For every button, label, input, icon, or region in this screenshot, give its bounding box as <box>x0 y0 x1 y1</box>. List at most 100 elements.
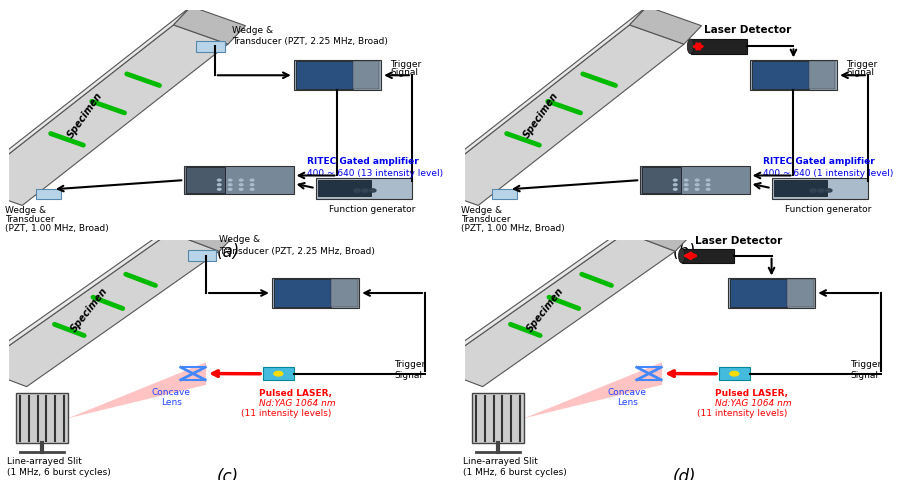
Circle shape <box>705 188 709 190</box>
Text: Signal: Signal <box>394 371 422 380</box>
Circle shape <box>672 179 676 181</box>
Circle shape <box>273 372 282 376</box>
Text: Concave: Concave <box>151 388 190 397</box>
Text: Trigger: Trigger <box>849 360 881 369</box>
Text: (11 intensity levels): (11 intensity levels) <box>241 409 331 418</box>
Bar <box>196 41 224 52</box>
Text: Wedge &: Wedge & <box>219 236 260 244</box>
Circle shape <box>817 189 824 192</box>
Text: Function generator: Function generator <box>328 205 415 215</box>
Bar <box>771 178 867 199</box>
Text: RITEC Gated amplifier: RITEC Gated amplifier <box>762 157 874 166</box>
Polygon shape <box>629 6 701 44</box>
Text: Specimen: Specimen <box>521 90 559 140</box>
Text: Trigger: Trigger <box>845 60 876 70</box>
Polygon shape <box>524 362 661 418</box>
Circle shape <box>729 372 738 376</box>
Bar <box>727 278 814 308</box>
Polygon shape <box>169 217 234 252</box>
Text: (b): (b) <box>671 242 695 261</box>
Text: (1 MHz, 6 burst cycles): (1 MHz, 6 burst cycles) <box>7 468 110 477</box>
Bar <box>315 178 412 199</box>
Text: Nd:YAG 1064 nm: Nd:YAG 1064 nm <box>259 399 335 408</box>
Circle shape <box>250 188 253 190</box>
Circle shape <box>672 184 676 186</box>
Circle shape <box>694 184 698 186</box>
Text: Concave: Concave <box>607 388 646 397</box>
Text: Specimen: Specimen <box>69 286 109 334</box>
Circle shape <box>239 188 242 190</box>
Text: (c): (c) <box>217 468 239 480</box>
Text: Transducer: Transducer <box>460 215 509 224</box>
Text: 400 ~ 640 (13 intensity level): 400 ~ 640 (13 intensity level) <box>306 168 443 178</box>
Ellipse shape <box>678 249 684 263</box>
Circle shape <box>694 188 698 190</box>
Circle shape <box>250 179 253 181</box>
Text: (PZT, 1.00 MHz, Broad): (PZT, 1.00 MHz, Broad) <box>5 224 108 233</box>
Text: Specimen: Specimen <box>66 90 104 140</box>
Circle shape <box>250 184 253 186</box>
Text: Laser Detector: Laser Detector <box>703 25 790 36</box>
Bar <box>690 39 747 54</box>
Bar <box>492 189 516 199</box>
Text: Transducer (PZT, 2.25 MHz, Broad): Transducer (PZT, 2.25 MHz, Broad) <box>232 37 388 47</box>
Bar <box>273 279 331 307</box>
Bar <box>786 279 813 307</box>
Polygon shape <box>0 217 185 368</box>
Polygon shape <box>433 217 640 368</box>
Circle shape <box>683 188 687 190</box>
Circle shape <box>228 184 231 186</box>
Text: Lens: Lens <box>616 398 637 408</box>
Bar <box>15 394 68 443</box>
Bar <box>295 61 353 89</box>
Text: Function generator: Function generator <box>783 205 870 215</box>
Text: Transducer: Transducer <box>5 215 54 224</box>
Circle shape <box>825 189 831 192</box>
Text: Signal: Signal <box>849 371 877 380</box>
Polygon shape <box>0 6 190 186</box>
Circle shape <box>217 184 220 186</box>
Bar <box>331 279 357 307</box>
Text: Wedge &: Wedge & <box>232 26 273 35</box>
Text: Wedge &: Wedge & <box>460 205 501 215</box>
Circle shape <box>228 188 231 190</box>
Text: Specimen: Specimen <box>525 286 565 334</box>
Text: Laser Detector: Laser Detector <box>694 236 782 246</box>
Text: Signal: Signal <box>390 69 417 77</box>
Circle shape <box>705 179 709 181</box>
Circle shape <box>217 179 220 181</box>
Polygon shape <box>433 233 674 387</box>
Text: Pulsed LASER,: Pulsed LASER, <box>714 389 787 398</box>
Text: (d): (d) <box>671 468 695 480</box>
Bar <box>641 168 680 193</box>
Polygon shape <box>68 362 206 418</box>
Polygon shape <box>424 6 646 186</box>
Bar <box>808 61 834 89</box>
Bar <box>471 394 524 443</box>
Text: RITEC Gated amplifier: RITEC Gated amplifier <box>306 157 418 166</box>
Polygon shape <box>173 6 245 44</box>
Circle shape <box>705 184 709 186</box>
Circle shape <box>228 179 231 181</box>
Bar <box>681 249 733 263</box>
Ellipse shape <box>687 39 693 54</box>
Polygon shape <box>625 217 690 252</box>
Bar <box>773 180 825 196</box>
Circle shape <box>694 179 698 181</box>
Text: (a): (a) <box>216 242 240 261</box>
Circle shape <box>362 189 368 192</box>
Circle shape <box>353 189 360 192</box>
Bar <box>188 250 216 262</box>
Circle shape <box>239 179 242 181</box>
Bar <box>729 279 786 307</box>
Text: Line-arrayed Slit: Line-arrayed Slit <box>463 456 537 466</box>
Bar <box>749 60 836 90</box>
Circle shape <box>809 189 815 192</box>
Bar <box>36 189 60 199</box>
Bar <box>293 60 381 90</box>
Bar <box>353 61 379 89</box>
Text: 400 ~ 640 (1 intensity level): 400 ~ 640 (1 intensity level) <box>762 168 892 178</box>
Bar <box>271 278 359 308</box>
Text: Line-arrayed Slit: Line-arrayed Slit <box>7 456 82 466</box>
Bar <box>317 180 370 196</box>
